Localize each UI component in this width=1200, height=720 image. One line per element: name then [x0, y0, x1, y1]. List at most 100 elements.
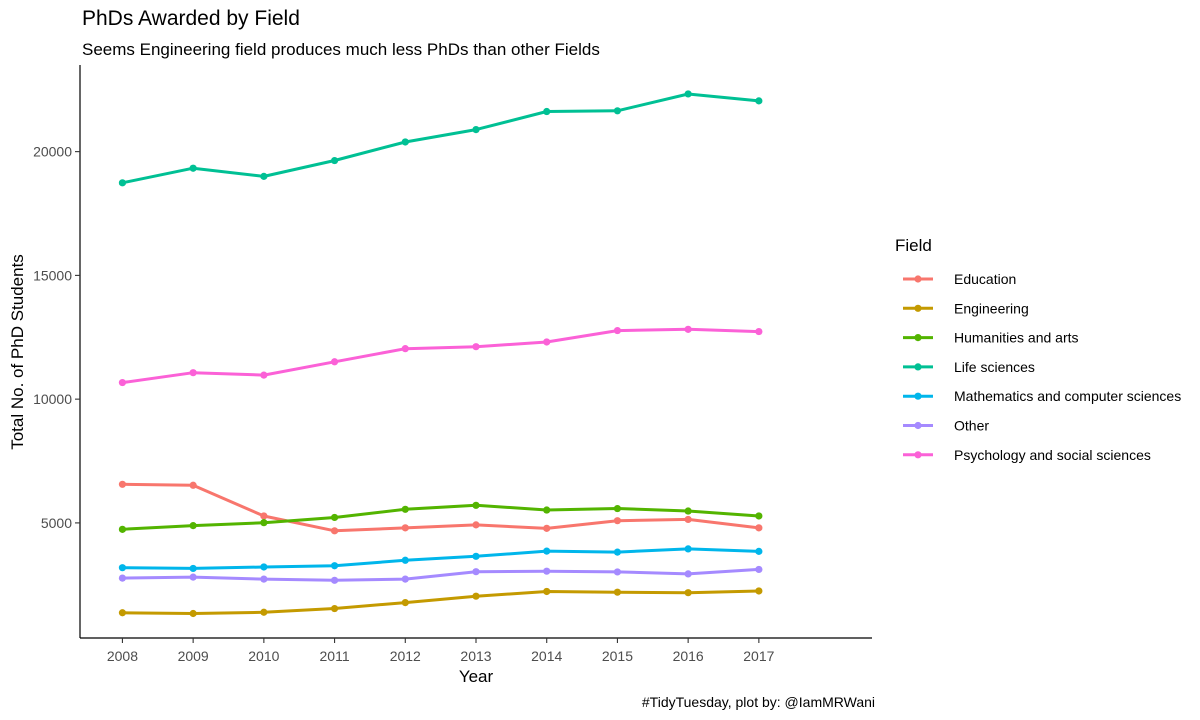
data-point-education: [330, 527, 339, 535]
data-point-engineering: [684, 589, 692, 597]
data-point-mathematics-and-computer-sciences: [684, 545, 692, 553]
series-line-education: [120, 482, 761, 533]
data-point-mathematics-and-computer-sciences: [401, 556, 409, 564]
legend-label-humanities-and-arts: Humanities and arts: [954, 330, 1079, 346]
data-point-psychology-and-social-sciences: [118, 378, 127, 387]
legend-key-point-other: [914, 421, 922, 430]
series-line-psychology-and-social-sciences: [120, 327, 761, 385]
data-point-life-sciences: [543, 107, 551, 116]
chart-subtitle: Seems Engineering field produces much le…: [82, 40, 600, 59]
data-point-psychology-and-social-sciences: [684, 325, 692, 333]
data-point-other: [613, 568, 622, 576]
legend-key-point-mathematics-and-computer-sciences: [914, 392, 922, 400]
data-point-life-sciences: [260, 172, 268, 180]
data-point-life-sciences: [401, 138, 409, 146]
legend-label-engineering: Engineering: [954, 300, 1029, 316]
data-point-other: [260, 575, 268, 583]
data-point-other: [472, 568, 480, 576]
data-point-psychology-and-social-sciences: [472, 343, 480, 351]
chart-title: PhDs Awarded by Field: [82, 7, 300, 30]
legend: Field Education Engineering Humanities and…: [895, 236, 1181, 463]
legend-title: Field: [895, 236, 932, 255]
data-point-life-sciences: [472, 126, 480, 134]
data-point-education: [260, 512, 268, 520]
y-tick-label: 10000: [33, 391, 72, 407]
x-tick-label: 2014: [531, 648, 562, 664]
x-tick-label: 2009: [178, 648, 209, 664]
x-tick-label: 2015: [602, 648, 633, 664]
data-point-engineering: [330, 604, 339, 613]
data-point-education: [472, 521, 480, 529]
legend-label-education: Education: [954, 271, 1016, 287]
data-point-education: [613, 517, 622, 525]
data-point-humanities-and-arts: [260, 519, 268, 527]
data-point-mathematics-and-computer-sciences: [260, 563, 268, 571]
data-point-psychology-and-social-sciences: [755, 327, 763, 336]
legend-label-life-sciences: Life sciences: [954, 359, 1035, 375]
x-tick-label: 2013: [460, 648, 491, 664]
data-point-engineering: [260, 608, 268, 616]
x-tick-label: 2008: [107, 648, 138, 664]
data-point-psychology-and-social-sciences: [260, 371, 268, 379]
data-point-other: [118, 574, 127, 582]
data-point-engineering: [755, 587, 763, 595]
data-point-psychology-and-social-sciences: [330, 358, 339, 366]
data-point-mathematics-and-computer-sciences: [118, 564, 127, 572]
data-point-humanities-and-arts: [543, 506, 551, 514]
data-point-education: [755, 524, 763, 532]
series-line-mathematics-and-computer-sciences: [120, 547, 761, 570]
y-tick-label: 15000: [33, 267, 72, 283]
y-axis-ticks: 5000 10000 15000 20000: [33, 144, 80, 531]
data-point-humanities-and-arts: [755, 512, 763, 520]
data-point-psychology-and-social-sciences: [401, 345, 409, 353]
data-point-education: [189, 481, 197, 489]
data-point-engineering: [189, 609, 197, 618]
x-tick-label: 2016: [673, 648, 704, 664]
data-point-humanities-and-arts: [330, 513, 339, 522]
y-axis-label: Total No. of PhD Students: [8, 254, 27, 450]
data-point-humanities-and-arts: [472, 501, 480, 509]
data-point-mathematics-and-computer-sciences: [472, 552, 480, 560]
legend-key-point-life-sciences: [914, 363, 922, 371]
x-axis-label: Year: [459, 667, 494, 686]
data-point-education: [118, 480, 127, 488]
data-point-mathematics-and-computer-sciences: [189, 564, 197, 573]
series-line-life-sciences: [120, 92, 761, 185]
data-point-education: [684, 515, 692, 524]
data-point-humanities-and-arts: [613, 504, 622, 513]
x-tick-label: 2012: [390, 648, 421, 664]
series-line-other: [120, 567, 761, 582]
legend-label-other: Other: [954, 418, 989, 434]
data-point-other: [543, 567, 551, 575]
legend-key-point-education: [914, 275, 922, 283]
data-point-mathematics-and-computer-sciences: [755, 547, 763, 555]
legend-key-point-humanities-and-arts: [914, 334, 922, 342]
series-line-engineering: [120, 589, 761, 615]
data-point-life-sciences: [684, 90, 692, 98]
series-line-humanities-and-arts: [120, 503, 761, 531]
data-point-other: [755, 565, 763, 574]
data-point-other: [189, 573, 197, 581]
data-point-life-sciences: [613, 107, 622, 115]
data-point-mathematics-and-computer-sciences: [330, 562, 339, 570]
plot-area: [118, 90, 763, 618]
data-point-life-sciences: [189, 164, 197, 172]
y-tick-label: 20000: [33, 144, 72, 160]
data-point-other: [401, 575, 409, 583]
legend-label-mathematics-and-computer-sciences: Mathematics and computer sciences: [954, 388, 1181, 404]
chart-caption: #TidyTuesday, plot by: @IamMRWani: [642, 694, 875, 710]
x-tick-label: 2017: [743, 648, 774, 664]
data-point-mathematics-and-computer-sciences: [543, 547, 551, 555]
data-point-engineering: [613, 588, 622, 596]
data-point-psychology-and-social-sciences: [613, 326, 622, 335]
data-point-other: [684, 570, 692, 578]
data-point-education: [401, 524, 409, 532]
x-tick-label: 2011: [320, 648, 350, 664]
data-point-life-sciences: [330, 156, 339, 165]
x-tick-label: 2010: [248, 648, 279, 664]
data-point-humanities-and-arts: [118, 525, 127, 533]
data-point-engineering: [472, 592, 480, 600]
data-point-psychology-and-social-sciences: [543, 338, 551, 346]
legend-key-point-engineering: [914, 304, 922, 312]
